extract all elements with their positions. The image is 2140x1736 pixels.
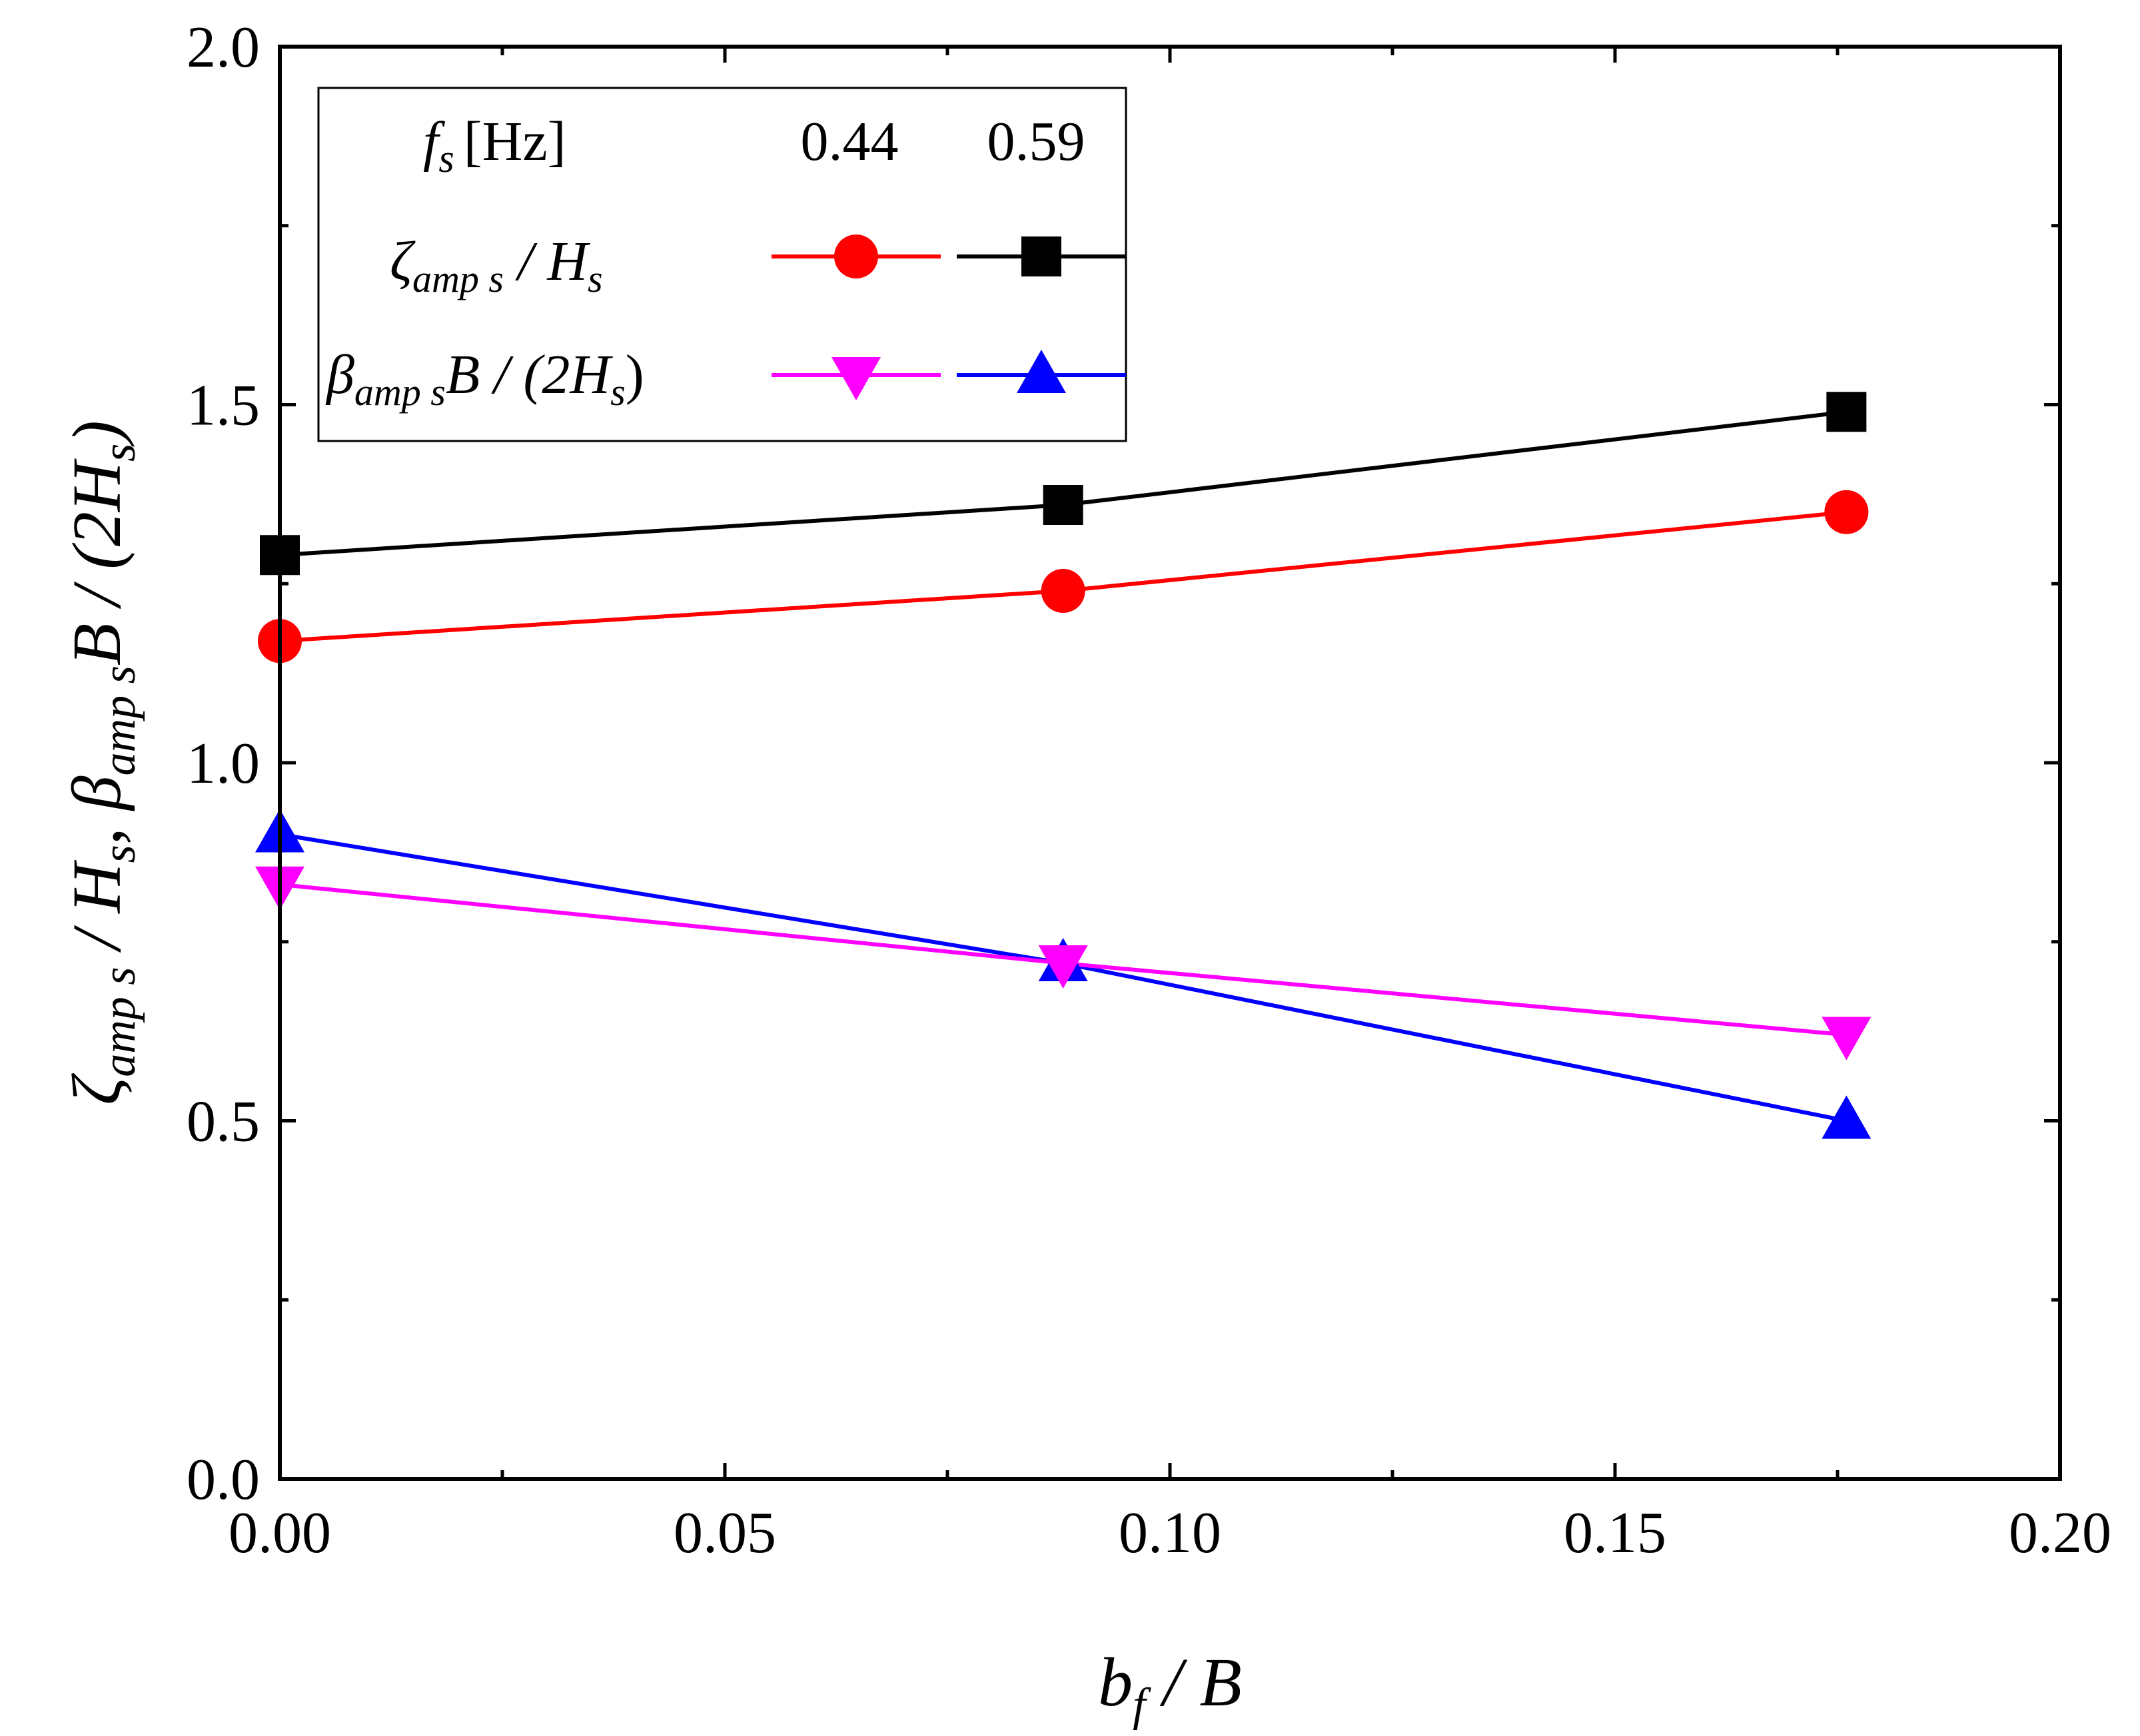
data-point-circle <box>1824 490 1869 534</box>
y-tick-label: 0.5 <box>187 1090 260 1154</box>
x-axis-label: bf / B <box>1098 1644 1242 1731</box>
data-point-triangle-up <box>1822 1095 1872 1139</box>
legend-samples <box>772 234 1126 400</box>
plot-frame <box>278 45 2062 1481</box>
legend-col-059: 0.59 <box>987 111 1085 173</box>
y-tick-label: 2.0 <box>187 15 260 80</box>
data-point-square <box>1043 485 1083 525</box>
legend-beta-label: βamp sB / (2Hs) <box>325 344 644 414</box>
x-tick-label: 0.10 <box>1119 1501 1221 1565</box>
data-point-square <box>1826 392 1867 432</box>
legend-col-044: 0.44 <box>801 111 899 173</box>
x-tick-label: 0.00 <box>229 1501 331 1565</box>
legend-box <box>317 87 1127 442</box>
legend-zeta-label: ζamp s / Hs <box>390 230 603 300</box>
legend-marker-triangle-down <box>831 357 881 400</box>
data-point-triangle-down <box>1822 1017 1872 1061</box>
x-tick-label: 0.15 <box>1564 1501 1666 1565</box>
y-tick-label: 1.0 <box>187 731 260 796</box>
legend-marker-circle <box>834 234 878 278</box>
y-tick-label: 1.5 <box>187 374 260 438</box>
data-point-circle <box>1041 569 1085 613</box>
y-tick-label: 0.0 <box>187 1448 260 1512</box>
tick-labels: 0.00 0.05 0.10 0.15 0.20 0.0 0.5 1.0 1.5 2.0 <box>187 15 2111 1565</box>
y-axis-label: ζamp s / Hs, βamp sB / (2Hs) <box>59 420 145 1105</box>
legend: fs [Hz] 0.44 0.59 ζamp s / Hs βamp sB / (… <box>317 87 1127 442</box>
legend-marker-square <box>1021 236 1061 276</box>
x-tick-label: 0.05 <box>674 1501 776 1565</box>
x-tick-label: 0.20 <box>2009 1501 2111 1565</box>
data-point-triangle-down <box>1038 945 1088 989</box>
legend-marker-triangle-up <box>1017 350 1066 393</box>
